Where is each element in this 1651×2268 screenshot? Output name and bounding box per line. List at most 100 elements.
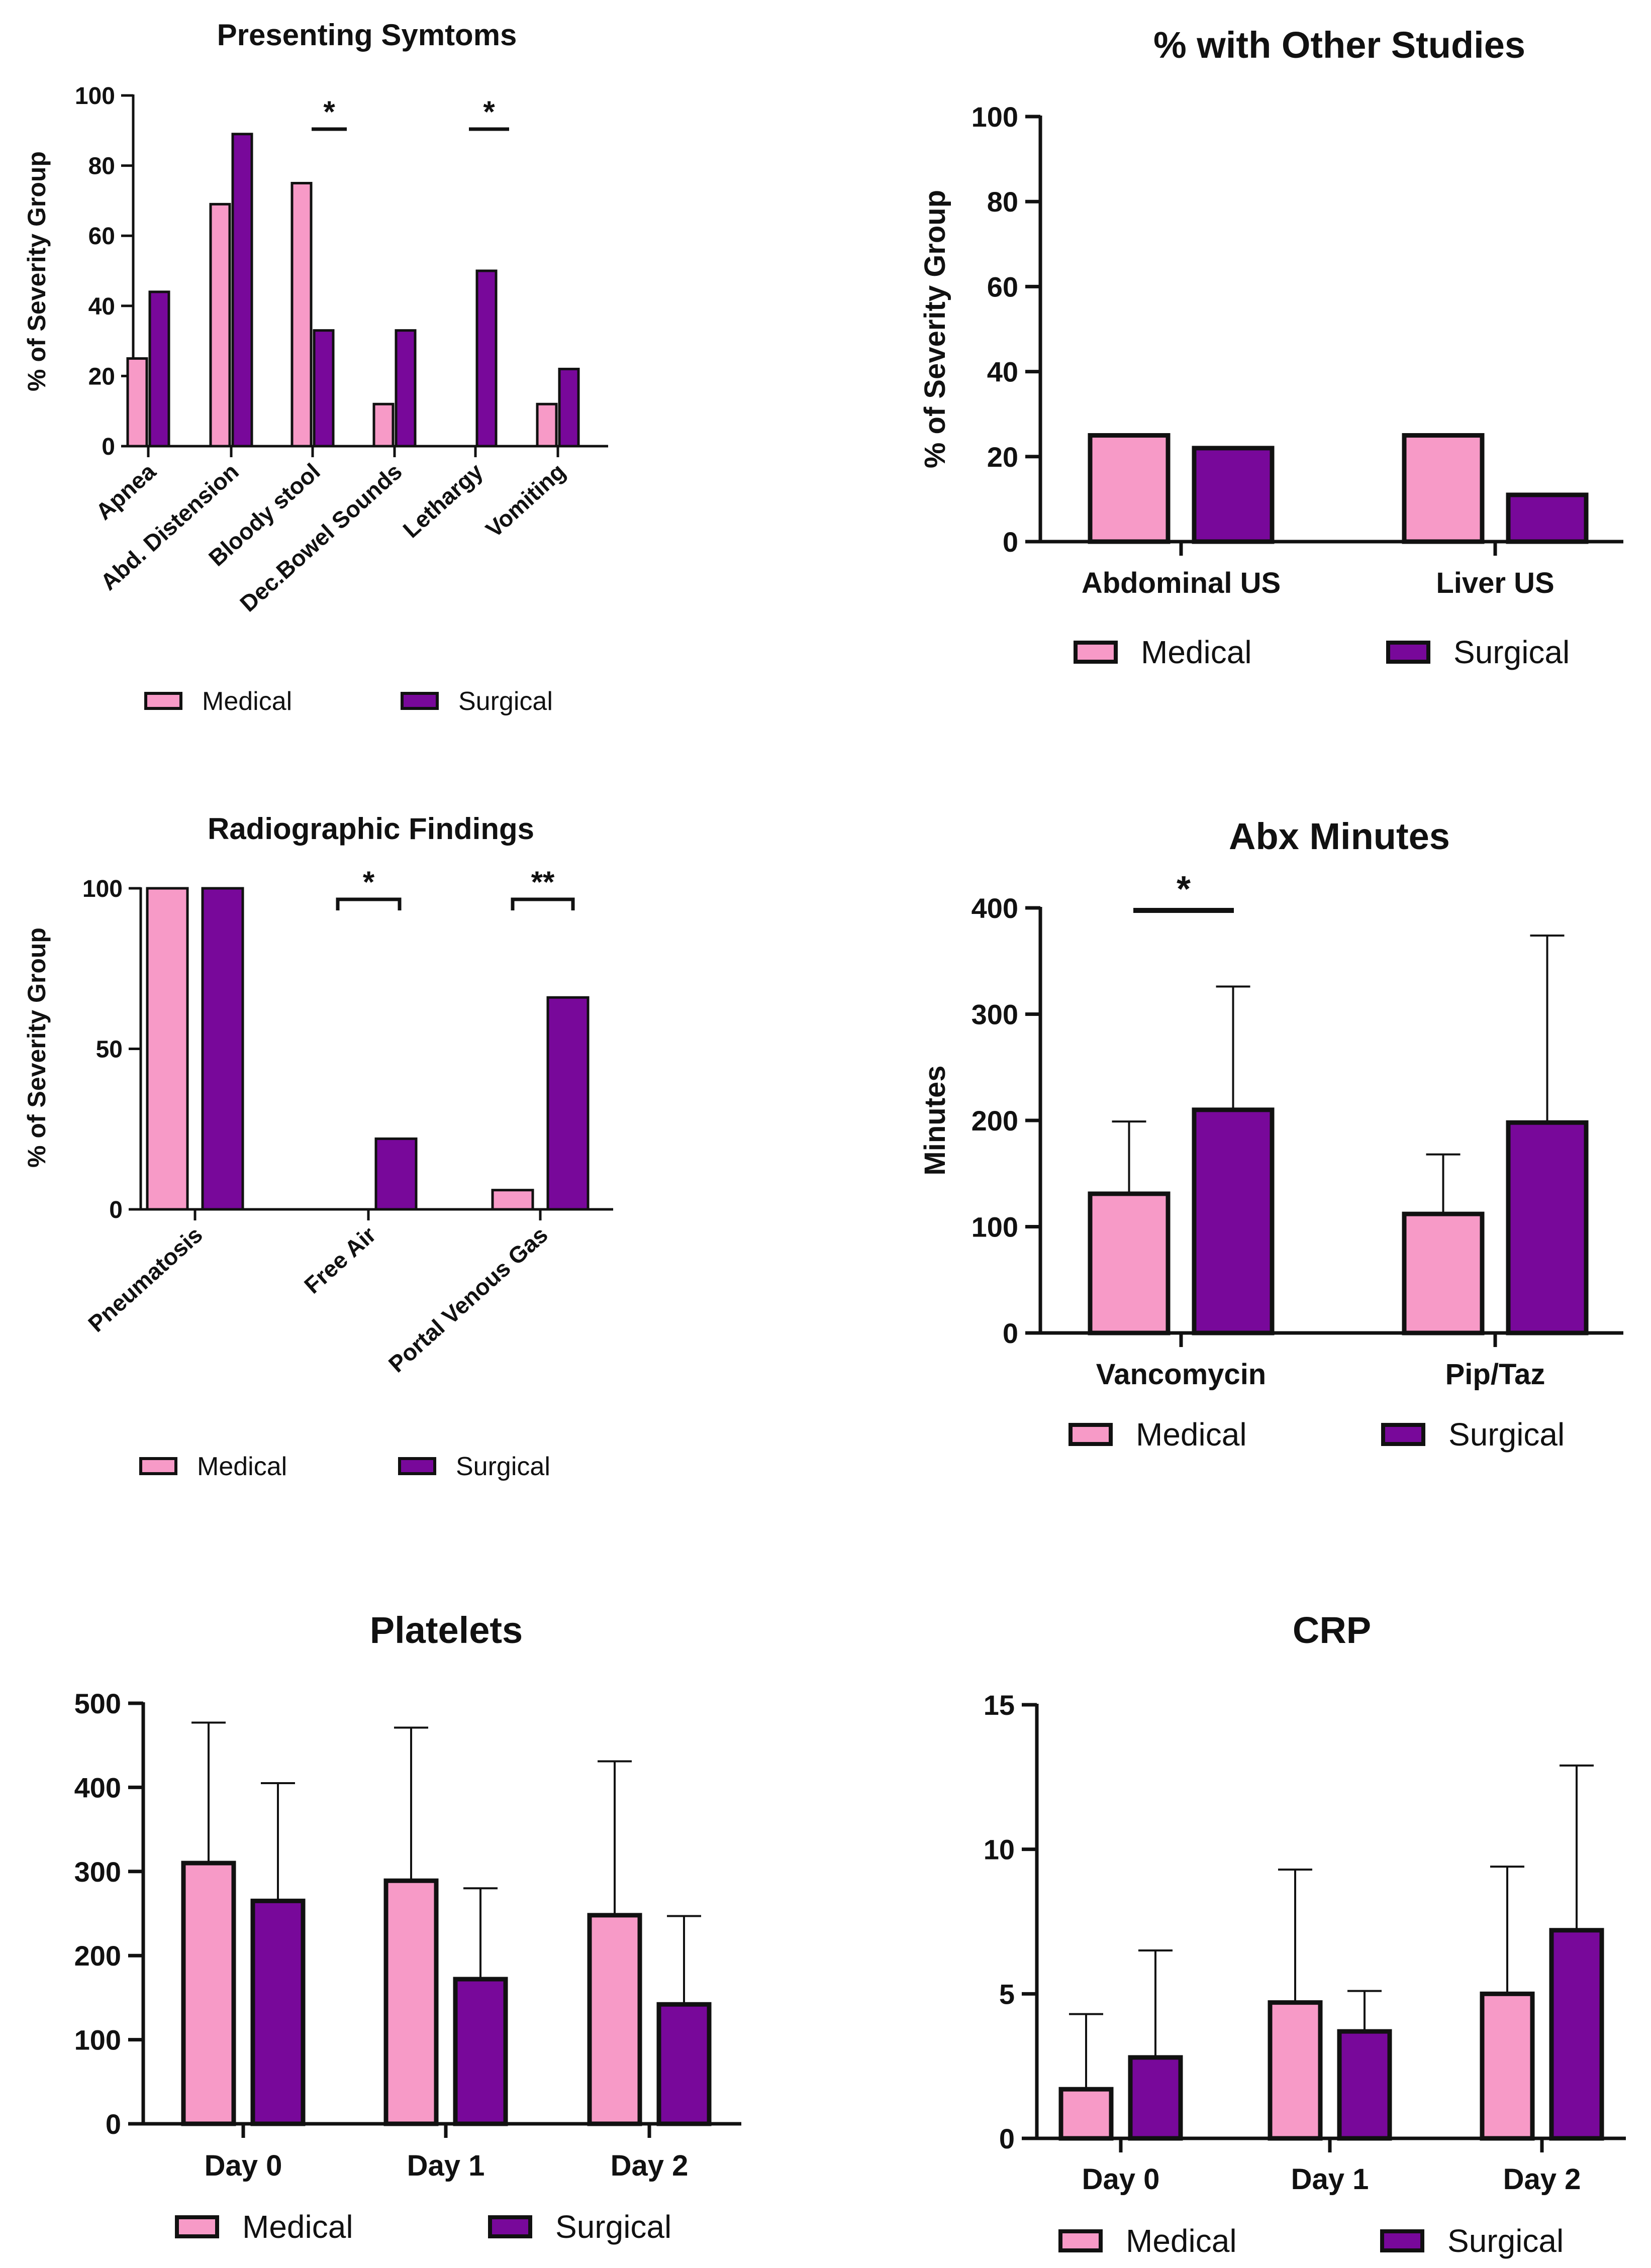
- y-axis-label: Minutes: [919, 1065, 951, 1175]
- bar-medical-apnea: [126, 357, 148, 448]
- legend-label-surgical: Surgical: [456, 1452, 550, 1481]
- legend-label-surgical: Surgical: [1453, 634, 1570, 670]
- chart-radiographic: Radiographic Findings % of Severity Group…: [23, 812, 613, 1481]
- bar-medical-abd-distension: [209, 202, 231, 448]
- y-tick-label: 100: [75, 83, 115, 110]
- y-tick-label: 100: [74, 2024, 121, 2056]
- significance-bracket: [336, 897, 402, 910]
- y-tick-label: 40: [88, 293, 115, 320]
- y-tick-label: 400: [972, 892, 1018, 924]
- bar-medical-portal-venous-gas: [491, 1189, 534, 1211]
- legend-swatch-medical: [1058, 2229, 1103, 2252]
- bar-surgical-vancomycin: [1192, 1107, 1275, 1335]
- bar-medical-abdominal-us: [1088, 433, 1171, 544]
- x-category-label: Vomiting: [480, 458, 570, 543]
- x-category-label: Day 1: [407, 2149, 485, 2182]
- bar-medical-day-2: [1480, 1991, 1535, 2141]
- y-axis-label: % of Severity Group: [23, 151, 51, 391]
- legend-swatch-surgical: [488, 2215, 532, 2238]
- legend-swatch-medical: [1074, 641, 1118, 664]
- y-tick-label: 500: [74, 1688, 121, 1719]
- bar-surgical-dec-bowel-sounds: [395, 329, 417, 448]
- bar-surgical-day-0: [1128, 2055, 1183, 2141]
- x-category-label: Apnea: [90, 458, 161, 525]
- bar-surgical-bloody-stool: [313, 329, 335, 448]
- chart-crp: CRP 0 5 10 15 Day 0 Day 1 Day 2 Medical Surgical: [984, 1609, 1626, 2259]
- x-category-label: Day 2: [1503, 2163, 1581, 2196]
- legend-label-medical: Medical: [1141, 634, 1252, 670]
- x-category-label: Pneumatosis: [83, 1221, 208, 1337]
- y-tick-label: 20: [88, 363, 115, 390]
- x-category-label: Day 0: [205, 2149, 282, 2182]
- y-axis-label: % of Severity Group: [23, 927, 51, 1168]
- bar-surgical-apnea: [148, 290, 170, 448]
- x-category-label: Portal Venous Gas: [383, 1221, 553, 1378]
- y-tick-label: 0: [1003, 526, 1018, 558]
- bar-surgical-liver-us: [1506, 492, 1589, 544]
- bar-medical-day-0: [1058, 2087, 1114, 2141]
- x-category-label: Free Air: [299, 1221, 381, 1299]
- y-tick-label: 0: [999, 2123, 1015, 2154]
- legend-swatch-medical: [1069, 1423, 1113, 1446]
- legend-label-medical: Medical: [197, 1452, 287, 1481]
- bar-medical-vancomycin: [1088, 1191, 1171, 1335]
- x-category-label: Abdominal US: [1082, 567, 1281, 599]
- chart-other-studies: % with Other Studies % of Severity Group 0…: [919, 24, 1623, 670]
- y-tick-label: 50: [96, 1037, 123, 1063]
- chart-symptoms: Presenting Symtoms % of Severity Group 0 20…: [23, 18, 608, 716]
- bar-surgical-pneumatosis: [201, 887, 244, 1211]
- bar-surgical-day-2: [656, 2002, 712, 2126]
- chart-title: % with Other Studies: [1153, 24, 1525, 66]
- bar-surgical-abd-distension: [231, 133, 253, 448]
- chart-title: Radiographic Findings: [208, 812, 534, 846]
- y-tick-label: 0: [106, 2108, 121, 2140]
- legend-label-surgical: Surgical: [1447, 2223, 1564, 2259]
- y-axis-label: % of Severity Group: [919, 190, 951, 468]
- y-tick-label: 15: [984, 1689, 1015, 1721]
- legend-swatch-surgical: [398, 1457, 436, 1475]
- bar-medical-day-2: [587, 1913, 642, 2126]
- y-tick-label: 100: [972, 1211, 1018, 1243]
- legend-swatch-surgical: [401, 692, 439, 710]
- y-tick-label: 80: [987, 186, 1018, 218]
- significance-label: *: [1177, 869, 1191, 909]
- significance-label: *: [323, 95, 335, 129]
- y-tick-label: 100: [82, 876, 123, 902]
- y-tick-label: 80: [88, 153, 115, 180]
- bar-medical-liver-us: [1402, 433, 1485, 544]
- x-category-label: Abd. Distension: [95, 458, 244, 595]
- y-tick-label: 10: [984, 1834, 1015, 1866]
- bar-medical-bloody-stool: [290, 182, 313, 448]
- significance-label: *: [363, 865, 375, 899]
- bar-medical-dec-bowel-sounds: [372, 402, 395, 448]
- legend-label-surgical: Surgical: [1448, 1416, 1565, 1453]
- legend-label-medical: Medical: [1136, 1416, 1247, 1453]
- bar-surgical-day-2: [1549, 1928, 1604, 2141]
- x-category-label: Pip/Taz: [1445, 1358, 1545, 1391]
- chart-title: Abx Minutes: [1229, 815, 1450, 857]
- legend-label-surgical: Surgical: [555, 2209, 671, 2245]
- significance-bracket: [511, 897, 575, 910]
- bar-medical-pneumatosis: [146, 887, 189, 1211]
- x-category-label: Liver US: [1436, 567, 1554, 599]
- bar-medical-day-1: [1268, 2000, 1323, 2141]
- bar-surgical-lethargy: [475, 269, 498, 448]
- y-tick-label: 300: [74, 1856, 121, 1888]
- y-tick-label: 400: [74, 1772, 121, 1803]
- bar-surgical-portal-venous-gas: [546, 996, 590, 1211]
- legend-swatch-medical: [144, 692, 182, 710]
- y-tick-label: 200: [74, 1940, 121, 1972]
- y-tick-label: 20: [987, 441, 1018, 473]
- x-category-label: Vancomycin: [1096, 1358, 1266, 1391]
- bar-surgical-vomiting: [558, 367, 580, 448]
- y-tick-label: 60: [987, 271, 1018, 302]
- bar-medical-day-0: [181, 1861, 236, 2126]
- legend-label-medical: Medical: [242, 2209, 353, 2245]
- x-category-label: Lethargy: [398, 458, 488, 543]
- chart-title: CRP: [1293, 1609, 1371, 1651]
- bar-medical-day-1: [383, 1878, 439, 2126]
- significance-label: *: [483, 95, 495, 129]
- y-tick-label: 300: [972, 999, 1018, 1030]
- bar-surgical-day-0: [250, 1898, 306, 2126]
